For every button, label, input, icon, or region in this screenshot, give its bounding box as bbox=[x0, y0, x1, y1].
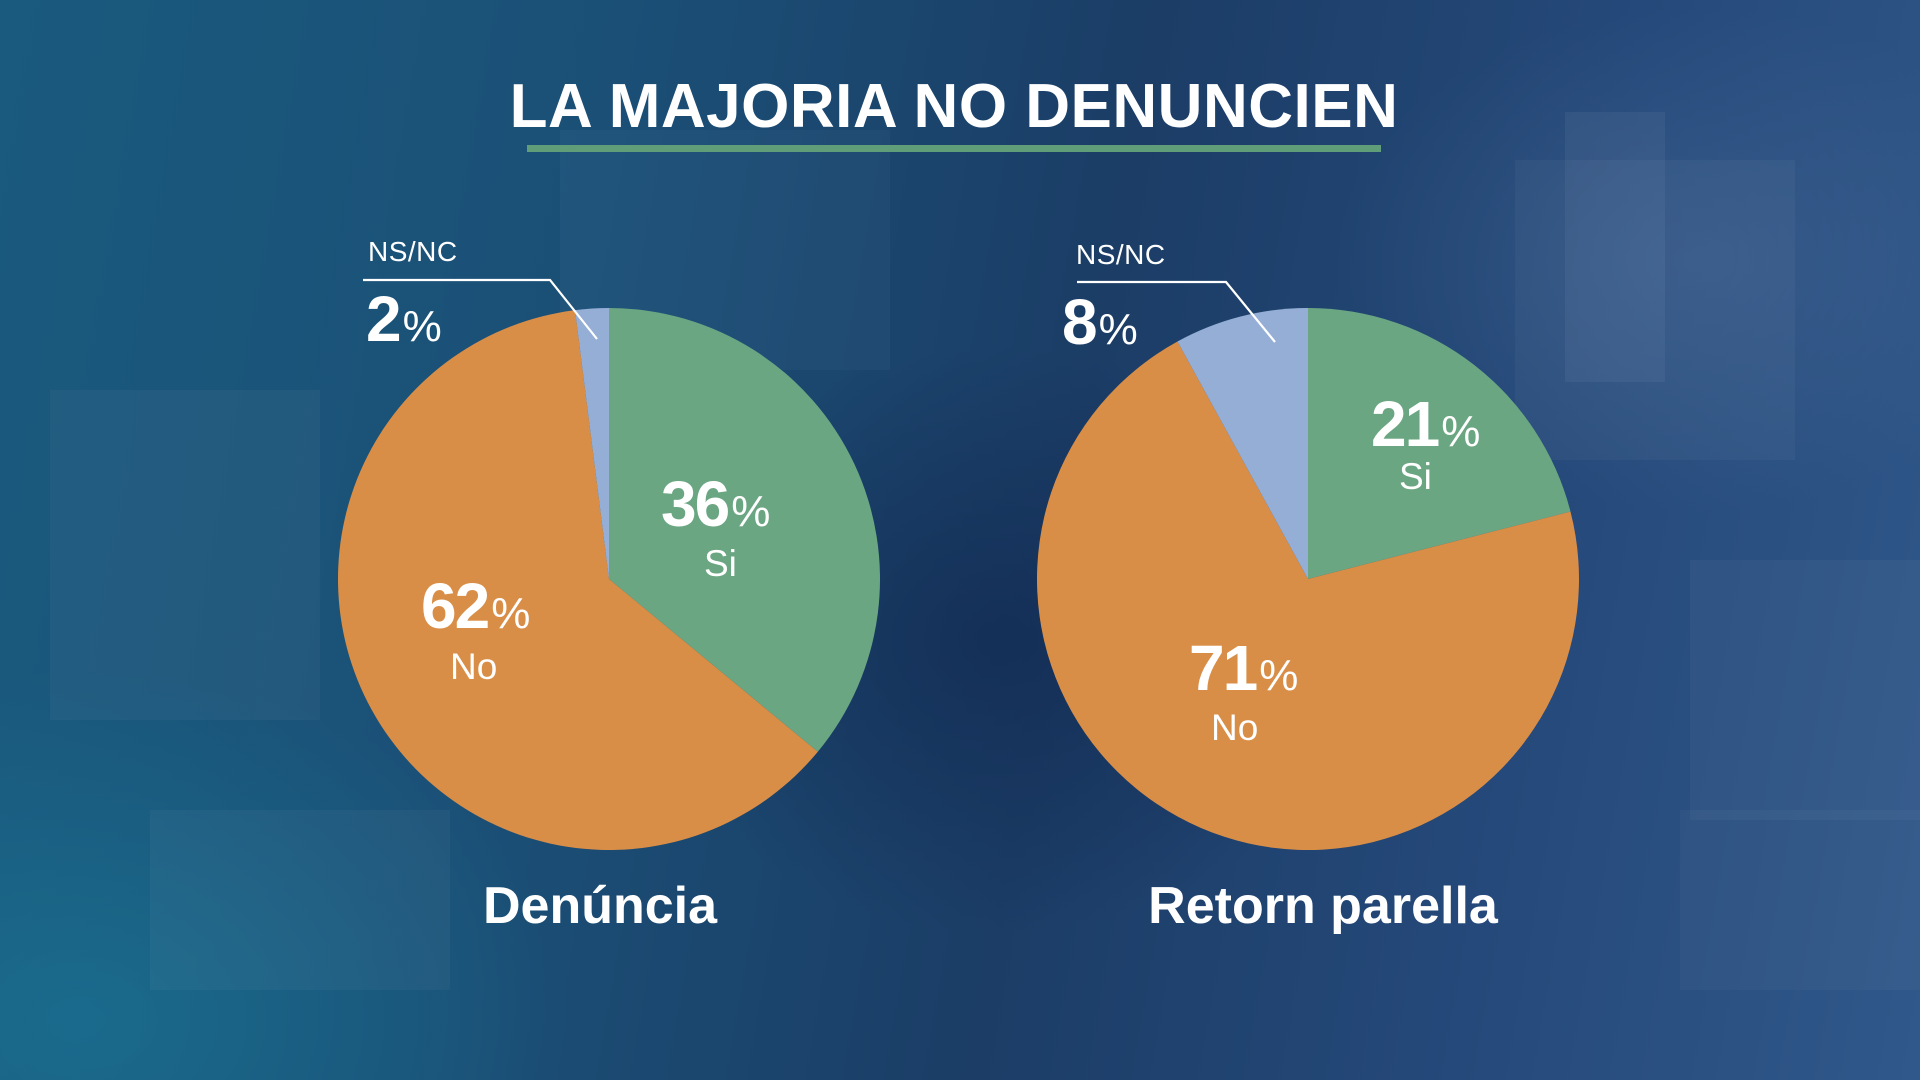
pie-slice-si bbox=[609, 308, 880, 752]
nsnc-leader-line-retorn-parella bbox=[1077, 280, 1276, 343]
pie-slice-nsnc bbox=[1177, 308, 1308, 579]
percent-sign: % bbox=[1441, 407, 1481, 456]
nsnc-value-denuncia: 2% bbox=[366, 287, 442, 351]
pie-caption-retorn-parella: Retorn parella bbox=[1148, 877, 1498, 935]
nsnc-value-retorn-parella: 8% bbox=[1062, 290, 1138, 354]
value-number: 2 bbox=[366, 283, 402, 355]
pie-chart-retorn-parella bbox=[1037, 308, 1580, 850]
pie-caption-denuncia: Denúncia bbox=[482, 877, 718, 935]
si-value-denuncia: 36% bbox=[661, 472, 770, 536]
pie-slice-si bbox=[1308, 308, 1571, 579]
pie-chart-denuncia bbox=[337, 308, 880, 851]
value-number: 71 bbox=[1189, 632, 1258, 704]
no-value-retorn-parella: 71% bbox=[1189, 636, 1298, 700]
nsnc-label-retorn-parella: NS/NC bbox=[1076, 239, 1166, 270]
title-underline bbox=[527, 145, 1381, 152]
value-number: 8 bbox=[1062, 286, 1098, 358]
chart-title: LA MAJORIA NO DENUNCIEN bbox=[509, 72, 1399, 141]
value-number: 62 bbox=[421, 570, 490, 642]
si-value-retorn-parella: 21% bbox=[1371, 392, 1480, 456]
value-number: 36 bbox=[661, 468, 730, 540]
no-value-denuncia: 62% bbox=[421, 574, 530, 638]
nsnc-leader-line-denuncia bbox=[363, 278, 598, 340]
percent-sign: % bbox=[731, 487, 771, 536]
no-label-denuncia: No bbox=[450, 646, 498, 687]
si-label-retorn-parella: Si bbox=[1399, 456, 1432, 497]
pie-slice-nsnc bbox=[575, 308, 609, 579]
value-number: 21 bbox=[1371, 388, 1440, 460]
nsnc-label-denuncia: NS/NC bbox=[368, 236, 458, 267]
si-label-denuncia: Si bbox=[704, 543, 737, 584]
pie-slice-no bbox=[1037, 341, 1580, 850]
percent-sign: % bbox=[491, 589, 531, 638]
percent-sign: % bbox=[1098, 305, 1138, 354]
pie-slice-no bbox=[337, 310, 818, 851]
percent-sign: % bbox=[1259, 651, 1299, 700]
no-label-retorn-parella: No bbox=[1211, 707, 1259, 748]
percent-sign: % bbox=[402, 302, 442, 351]
